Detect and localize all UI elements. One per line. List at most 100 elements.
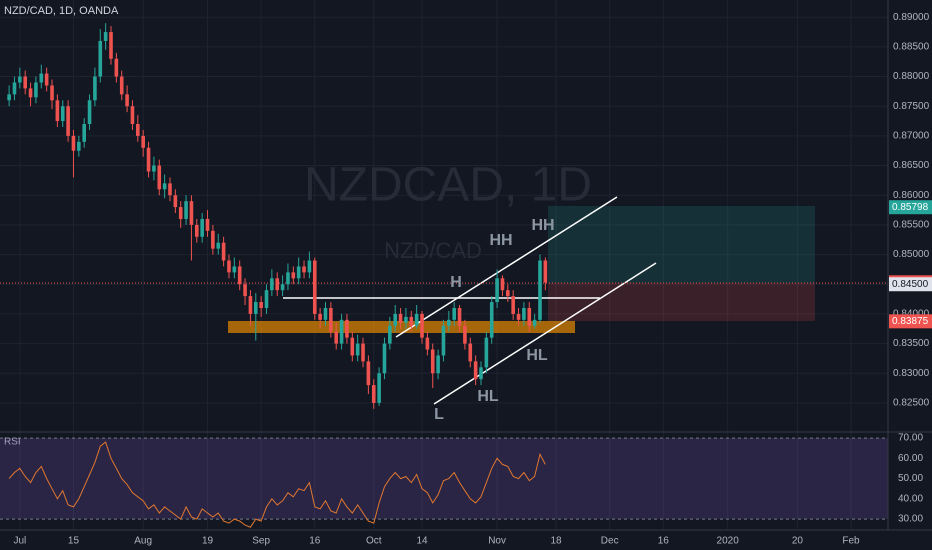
candle-body (468, 343, 473, 362)
candle-body (302, 266, 306, 273)
candle-body (71, 135, 76, 151)
axes: Jul 15 Aug 19 Sep 16 Oct 14 Nov 18 Dec 16 2020 20 Feb0… (13, 12, 932, 547)
support-zone (228, 321, 575, 333)
annotation: L (434, 406, 444, 423)
candle-body (93, 76, 97, 101)
candle-body (237, 266, 242, 285)
candle-body (506, 290, 510, 297)
candle-body (7, 94, 11, 101)
stop-zone (548, 283, 815, 321)
x-tick-label: 15 (68, 536, 80, 547)
candle-body (44, 73, 49, 86)
candle-body (296, 266, 301, 279)
candle-body (409, 316, 414, 326)
candle-body (82, 124, 86, 142)
price-tag-label: 0.84500 (892, 279, 929, 290)
candle-body (28, 88, 33, 98)
candle-body (18, 76, 22, 83)
rsi-tick-label: 60.00 (898, 453, 923, 464)
rsi-tick-label: 40.00 (898, 493, 923, 504)
candle-body (361, 343, 365, 362)
candle-body (538, 260, 542, 320)
y-tick-label: 0.88500 (893, 42, 930, 53)
candle-body (307, 260, 312, 273)
channel-lower (433, 262, 657, 405)
x-tick-label: 18 (551, 536, 563, 547)
candle-body (420, 313, 424, 338)
candle-body (286, 272, 290, 285)
candle-body (441, 325, 446, 356)
candle-body (452, 307, 456, 320)
candle-body (178, 207, 183, 219)
candle-body (447, 319, 451, 326)
y-tick-label: 0.86500 (893, 160, 930, 171)
y-tick-label: 0.83000 (893, 368, 930, 379)
annotations: H HH HH L HL HL (434, 217, 554, 423)
candle-body (103, 32, 108, 41)
y-tick-label: 0.84000 (893, 309, 930, 320)
candle-body (489, 302, 494, 338)
candle-body (141, 135, 145, 148)
x-tick-label: 14 (416, 536, 428, 547)
candle-body (430, 349, 435, 374)
candle-body (232, 266, 237, 273)
x-tick-label: Jul (13, 536, 26, 547)
candle-body (516, 313, 521, 320)
annotation: HH (489, 232, 512, 249)
price-tag-label: 0.85798 (892, 202, 929, 213)
rsi-title: RSI (4, 437, 21, 448)
candle-body (318, 313, 322, 320)
x-tick-label: 20 (792, 536, 804, 547)
candle-body (34, 82, 38, 98)
candle-body (479, 367, 483, 380)
candle-body (248, 296, 253, 314)
candle-body (194, 224, 199, 237)
candle-body (366, 361, 371, 386)
drawings (0, 196, 888, 405)
y-tick-label: 0.86000 (893, 190, 930, 201)
candle-body (275, 278, 280, 291)
candle-body (227, 260, 231, 273)
candle-body (119, 76, 124, 95)
price-tag (889, 314, 932, 329)
candle-body (388, 325, 392, 344)
candle-body (200, 218, 204, 237)
candle-body (532, 319, 537, 326)
x-tick-label: 16 (658, 536, 670, 547)
candle-body (543, 260, 548, 283)
y-tick-label: 0.89000 (893, 12, 930, 23)
candle-body (136, 124, 140, 136)
candle-body (66, 106, 70, 136)
x-tick-label: 19 (202, 536, 214, 547)
candle-body (259, 302, 263, 308)
candle-body (98, 40, 103, 77)
candle-body (243, 284, 247, 297)
x-tick-label: Feb (842, 536, 860, 547)
grid (0, 0, 888, 530)
candle-body (495, 278, 499, 303)
candle-body (39, 73, 44, 83)
y-tick-label: 0.85500 (893, 220, 930, 231)
candle-body (152, 165, 156, 172)
candles (7, 23, 548, 409)
candle-body (355, 343, 360, 356)
candle-body (350, 337, 355, 356)
candle-body (527, 307, 532, 326)
annotation: HL (477, 388, 499, 405)
rsi-tick-label: 70.00 (898, 433, 923, 444)
candle-body (189, 201, 194, 225)
candle-body (393, 313, 398, 326)
candle-body (50, 85, 54, 101)
candle-body (484, 337, 489, 368)
annotation: HH (531, 217, 554, 234)
candle-body (312, 260, 317, 314)
rsi-line (8, 441, 546, 528)
candle-body (173, 195, 178, 208)
candle-body (404, 316, 408, 323)
candle-body (280, 284, 285, 291)
candle-body (339, 319, 344, 344)
candle-body (500, 278, 505, 291)
candle-body (377, 373, 381, 403)
